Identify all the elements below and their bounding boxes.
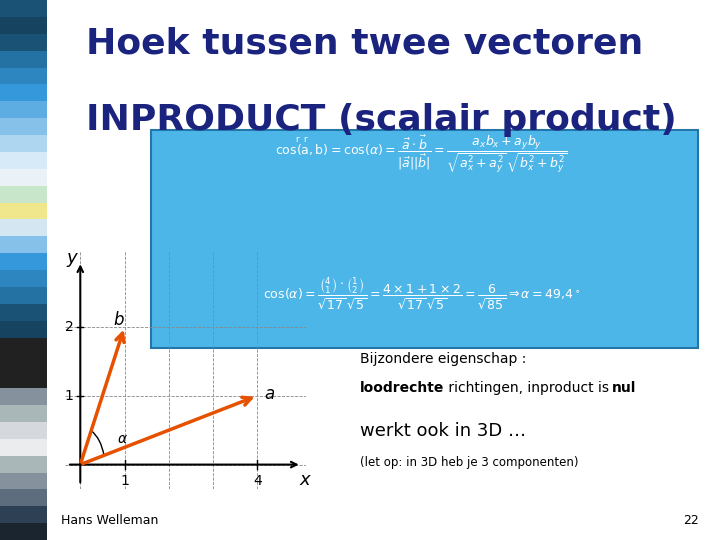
Text: Bijzondere eigenschap :: Bijzondere eigenschap :	[360, 352, 526, 366]
Bar	[0, 507, 47, 523]
Text: 2: 2	[65, 320, 73, 334]
Bar	[0, 456, 47, 472]
Bar	[0, 372, 47, 388]
Text: Hoek tussen twee vectoren: Hoek tussen twee vectoren	[86, 27, 644, 61]
Bar	[0, 270, 47, 287]
Bar	[0, 237, 47, 253]
Bar	[0, 219, 47, 237]
Text: $y$: $y$	[66, 252, 79, 269]
Text: werkt ook in 3D …: werkt ook in 3D …	[360, 422, 526, 440]
Bar	[0, 17, 47, 33]
Bar	[0, 84, 47, 102]
Bar	[0, 202, 47, 219]
Bar	[0, 287, 47, 303]
Text: richtingen, inproduct is: richtingen, inproduct is	[444, 381, 613, 395]
Bar	[0, 135, 47, 152]
Text: $x$: $x$	[300, 471, 312, 489]
Text: $\cos(\alpha)=\dfrac{\binom{4}{1}\cdot\binom{1}{2}}{\sqrt{17}\,\sqrt{5}}=\dfrac{: $\cos(\alpha)=\dfrac{\binom{4}{1}\cdot\b…	[263, 276, 580, 313]
Text: $\alpha$: $\alpha$	[117, 431, 127, 446]
Bar	[0, 489, 47, 507]
Bar	[0, 438, 47, 456]
Bar	[0, 253, 47, 270]
Bar	[0, 68, 47, 84]
Bar	[0, 51, 47, 68]
Bar	[0, 388, 47, 405]
Bar	[0, 0, 47, 17]
Bar	[0, 472, 47, 489]
Text: $a$: $a$	[264, 385, 275, 403]
Bar	[0, 168, 47, 186]
Bar	[0, 118, 47, 135]
Bar	[0, 33, 47, 51]
Text: 1: 1	[120, 474, 129, 488]
Bar	[0, 152, 47, 168]
Text: INPRODUCT (scalair product): INPRODUCT (scalair product)	[86, 103, 677, 137]
Text: nul: nul	[612, 381, 636, 395]
Text: $b$: $b$	[114, 312, 125, 329]
Bar	[0, 186, 47, 202]
Bar	[0, 102, 47, 118]
Text: 22: 22	[683, 514, 698, 526]
Bar	[0, 354, 47, 372]
Text: 4: 4	[253, 474, 261, 488]
Text: (let op: in 3D heb je 3 componenten): (let op: in 3D heb je 3 componenten)	[360, 456, 578, 469]
Text: Hans Welleman: Hans Welleman	[61, 514, 158, 526]
Text: loodrechte: loodrechte	[360, 381, 444, 395]
Text: 1: 1	[65, 389, 73, 403]
Bar	[0, 338, 47, 354]
Text: $\mathrm{\overset{r\;\;r}{cos(a,b)}}=\cos(\alpha)=\dfrac{\vec{a}\cdot\vec{b}}{|\: $\mathrm{\overset{r\;\;r}{cos(a,b)}}=\co…	[275, 133, 567, 175]
Bar	[0, 523, 47, 540]
FancyBboxPatch shape	[151, 130, 698, 348]
Bar	[0, 405, 47, 422]
Bar	[0, 321, 47, 338]
Bar	[0, 303, 47, 321]
Bar	[0, 422, 47, 438]
